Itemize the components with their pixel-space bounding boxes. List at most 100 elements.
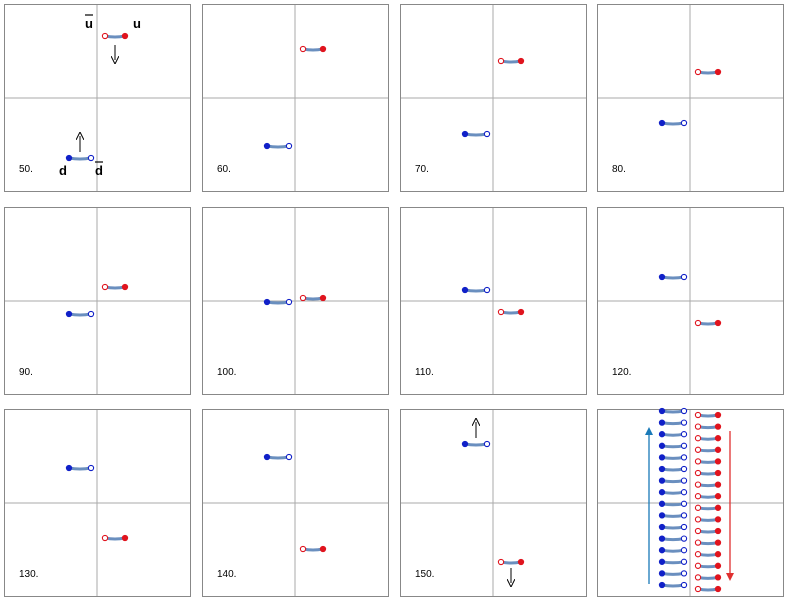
red-meson	[299, 545, 327, 553]
stack-red-meson	[694, 516, 722, 523]
stack-red-meson-right-dot	[714, 551, 722, 558]
blue-meson-left-dot	[263, 298, 271, 306]
stack-blue-meson-left-dot	[658, 523, 666, 531]
blue-meson	[263, 142, 293, 150]
stack-blue-meson-right-dot	[680, 523, 688, 531]
stack-blue-meson-string	[661, 548, 685, 553]
blue-meson-string	[464, 288, 488, 293]
stack-red-meson-left-dot	[694, 458, 702, 465]
stack-blue-meson	[658, 535, 688, 542]
blue-meson	[65, 310, 95, 318]
stack-blue-meson	[658, 523, 688, 531]
blue-meson-right-dot	[285, 453, 293, 461]
blue-meson-left-dot	[461, 440, 469, 448]
red-meson	[101, 534, 129, 542]
red-meson-right-dot	[121, 32, 129, 40]
stack-red-meson	[694, 504, 722, 511]
stack-blue-meson-string	[661, 513, 685, 518]
red-meson-left-dot	[299, 545, 307, 553]
blue-meson-left-dot	[263, 142, 271, 150]
stack-blue-meson-string	[661, 421, 685, 426]
stack-red-meson	[694, 481, 722, 488]
blue-meson	[263, 453, 293, 461]
stack-blue-meson-left-dot	[658, 477, 666, 484]
stack-blue-meson	[658, 500, 688, 507]
stack-blue-meson-string	[661, 455, 685, 460]
frame-panel: 110.	[400, 207, 587, 395]
stack-blue-meson-left-dot	[658, 581, 666, 589]
frame-label: 80.	[612, 164, 626, 175]
stack-blue-meson-right-dot	[680, 442, 688, 449]
blue-meson-right-dot	[87, 464, 95, 472]
stack-red-meson-right-dot	[714, 481, 722, 488]
frame-panel: 50. u u d d	[4, 4, 191, 192]
stack-blue-meson-left-dot	[658, 431, 666, 438]
stack-red-meson-left-dot	[694, 527, 702, 535]
frame-label: 150.	[415, 569, 434, 580]
blue-meson-string	[661, 121, 685, 126]
stack-blue-meson-left-dot	[658, 570, 666, 577]
red-meson-left-dot	[101, 534, 109, 542]
red-meson-right-dot	[714, 68, 722, 76]
stack-red-meson	[694, 446, 722, 453]
red-meson-left-dot	[101, 283, 109, 291]
frame-label: 120.	[612, 367, 631, 378]
stack-red-meson-left-dot	[694, 423, 702, 430]
stack-blue-meson-right-dot	[680, 489, 688, 496]
stack-blue-meson-left-dot	[658, 535, 666, 542]
blue-meson-right-dot	[680, 119, 688, 127]
red-meson-left-dot	[299, 294, 307, 302]
frame-panel: 130.	[4, 409, 191, 597]
blue-meson	[65, 464, 95, 472]
frame-panel: 70.	[400, 4, 587, 192]
blue-meson-left-dot	[65, 154, 73, 162]
blue-meson-left-dot	[658, 273, 666, 281]
stack-blue-meson-right-dot	[680, 419, 688, 426]
red-meson-right-dot	[517, 558, 525, 566]
dbar-label: d	[95, 163, 103, 178]
frame-label: 140.	[217, 569, 236, 580]
stack-red-meson	[694, 411, 722, 419]
stack-blue-meson-right-dot	[680, 581, 688, 589]
stack-red-meson-right-dot	[714, 574, 722, 581]
stack-red-meson	[694, 562, 722, 569]
blue-meson-string	[266, 300, 290, 305]
blue-meson	[461, 130, 491, 138]
frame-panel: 60.	[202, 4, 389, 192]
frame-panel: 80.	[597, 4, 784, 192]
red-meson-right-dot	[319, 45, 327, 53]
red-meson-left-dot	[497, 308, 505, 316]
stack-blue-meson-left-dot	[658, 419, 666, 426]
frame-label: 60.	[217, 164, 231, 175]
blue-meson-left-dot	[658, 119, 666, 127]
stack-blue-meson-left-dot	[658, 558, 666, 565]
stack-blue-meson	[658, 581, 688, 589]
frame-panel: 140.	[202, 409, 389, 597]
blue-meson-right-dot	[285, 142, 293, 150]
red-meson-left-dot	[694, 319, 702, 327]
frame-label: 70.	[415, 164, 429, 175]
stack-blue-meson-right-dot	[680, 512, 688, 519]
red-meson	[497, 57, 525, 65]
stack-blue-meson-string	[661, 571, 685, 576]
stack-blue-meson-string	[661, 444, 685, 449]
red-meson-left-dot	[299, 45, 307, 53]
stack-blue-meson	[658, 431, 688, 438]
stack-blue-meson-right-dot	[680, 558, 688, 565]
blue-meson-string	[464, 132, 488, 137]
stack-red-meson	[694, 458, 722, 465]
blue-meson-right-dot	[483, 286, 491, 294]
red-meson-right-dot	[714, 319, 722, 327]
stack-red-meson-right-dot	[714, 527, 722, 535]
stack-red-meson-right-dot	[714, 585, 722, 593]
blue-meson-right-dot	[483, 130, 491, 138]
frame-panel: 90.	[4, 207, 191, 395]
blue-meson-left-dot	[65, 464, 73, 472]
blue-meson-string	[68, 156, 92, 161]
stack-blue-meson	[658, 512, 688, 519]
frame-label: 90.	[19, 367, 33, 378]
stack-red-meson	[694, 469, 722, 477]
red-meson-right-dot	[517, 57, 525, 65]
blue-meson-right-dot	[483, 440, 491, 448]
